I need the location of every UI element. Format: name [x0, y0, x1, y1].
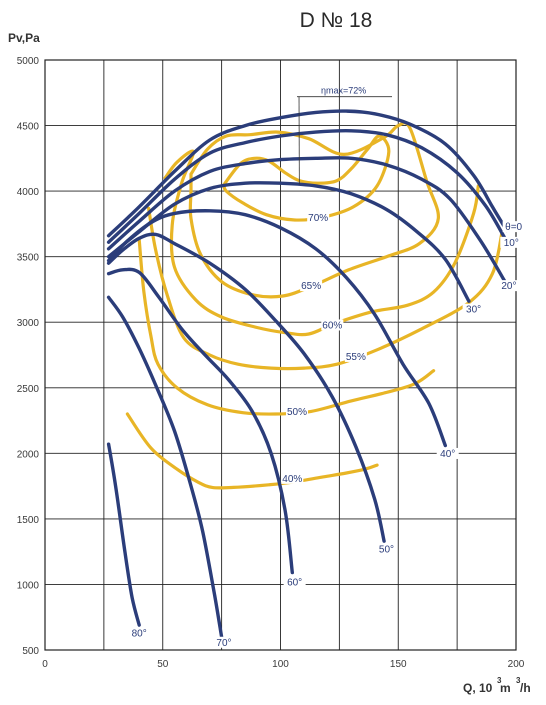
pressure-curve-5 [106, 232, 386, 543]
y-tick-label: 2000 [17, 449, 40, 460]
x-axis-label: Q, 10 3 m 3 /h [463, 676, 531, 695]
pressure-angle-label-bg [497, 280, 520, 292]
efficiency-label-bg [307, 211, 330, 223]
pressure-angle-label: 30° [466, 305, 481, 316]
efficiency-curve-55pct [147, 206, 504, 371]
pressure-curve-6 [106, 267, 294, 575]
pressure-angle-label-bg [283, 576, 306, 588]
y-tick-label: 500 [22, 646, 39, 657]
efficiency-label: 55% [346, 352, 366, 363]
pressure-angle-label: 70° [216, 638, 231, 649]
pressure-angle-label-bg [128, 627, 151, 639]
pressure-angle-label-bg [462, 303, 485, 315]
efficiency-curve-65pct [188, 121, 440, 299]
grid [44, 59, 517, 651]
y-tick-label: 4500 [17, 122, 40, 133]
pressure-angle-label: 50° [379, 545, 394, 556]
x-tick-label: 100 [272, 659, 289, 670]
y-tick-label: 1000 [17, 580, 40, 591]
pressure-curve-3 [106, 181, 471, 303]
y-tick-label: 4000 [17, 187, 40, 198]
pressure-curve-8 [106, 442, 141, 627]
y-tick-label: 1500 [17, 515, 40, 526]
pressure-curve-1 [106, 129, 506, 244]
pressure-angle-label-bg [375, 543, 398, 555]
efficiency-label-bg [321, 319, 344, 331]
y-axis-label: Pv,Pa [8, 31, 40, 45]
pressure-curve-2 [106, 156, 506, 282]
pressure-angle-label-bg [502, 221, 525, 233]
pressure-angle-label-bg [500, 236, 523, 248]
x-axis-label-sup1: 3 [497, 676, 502, 685]
x-axis-label-sup2: 3 [516, 676, 521, 685]
efficiency-label: 40% [282, 474, 302, 485]
efficiency-curve-40pct [125, 412, 379, 490]
pressure-angle-label: 80° [132, 629, 147, 640]
max-efficiency-label: ηmax=72% [321, 86, 366, 96]
x-axis-label-tail: /h [520, 681, 531, 695]
pressure-angle-label-bg [212, 636, 235, 648]
x-axis-label-main: Q, 10 [463, 681, 493, 695]
x-tick-label: 0 [42, 659, 48, 670]
pressure-curves [106, 109, 509, 639]
tick-labels: 0 50 100 150 200 500 1000 1500 2000 2500 3000 3500 4… [17, 56, 525, 670]
efficiency-label-bg [285, 406, 308, 417]
efficiency-label: 70% [308, 213, 328, 224]
pressure-curve-0 [106, 109, 509, 238]
pressure-angle-label: 20° [501, 281, 516, 292]
efficiency-curve-50pct [137, 238, 436, 416]
pressure-angle-label: θ=0 [505, 222, 522, 233]
pressure-curve-7 [106, 295, 224, 639]
y-tick-label: 3000 [17, 318, 40, 329]
y-tick-label: 3500 [17, 253, 40, 264]
x-tick-label: 150 [390, 659, 407, 670]
efficiency-label-bg [300, 280, 323, 292]
chart-title: D № 18 [300, 9, 373, 32]
pressure-angle-label-bg [436, 447, 459, 459]
efficiency-curves [125, 121, 504, 490]
x-axis-label-unit: m [500, 681, 511, 695]
y-tick-label: 2500 [17, 384, 40, 395]
efficiency-label: 50% [287, 407, 307, 418]
efficiency-curve-60pct [163, 149, 480, 337]
x-tick-label: 200 [508, 659, 525, 670]
x-tick-label: 50 [157, 659, 169, 670]
efficiency-label-bg [344, 350, 367, 362]
pressure-angle-label: 40° [440, 449, 455, 460]
curve-labels: 70% 65% 60% 55% 50% 40% θ=0 10° 20° 30° 40° 50° 60° 7… [128, 86, 525, 649]
pressure-curve-4 [106, 209, 447, 448]
pressure-angle-label: 10° [504, 238, 519, 249]
efficiency-label: 60% [322, 320, 342, 331]
efficiency-label-bg [281, 472, 304, 484]
efficiency-label: 65% [301, 281, 321, 292]
y-tick-label: 5000 [17, 56, 40, 67]
pressure-angle-label: 60° [287, 577, 302, 588]
